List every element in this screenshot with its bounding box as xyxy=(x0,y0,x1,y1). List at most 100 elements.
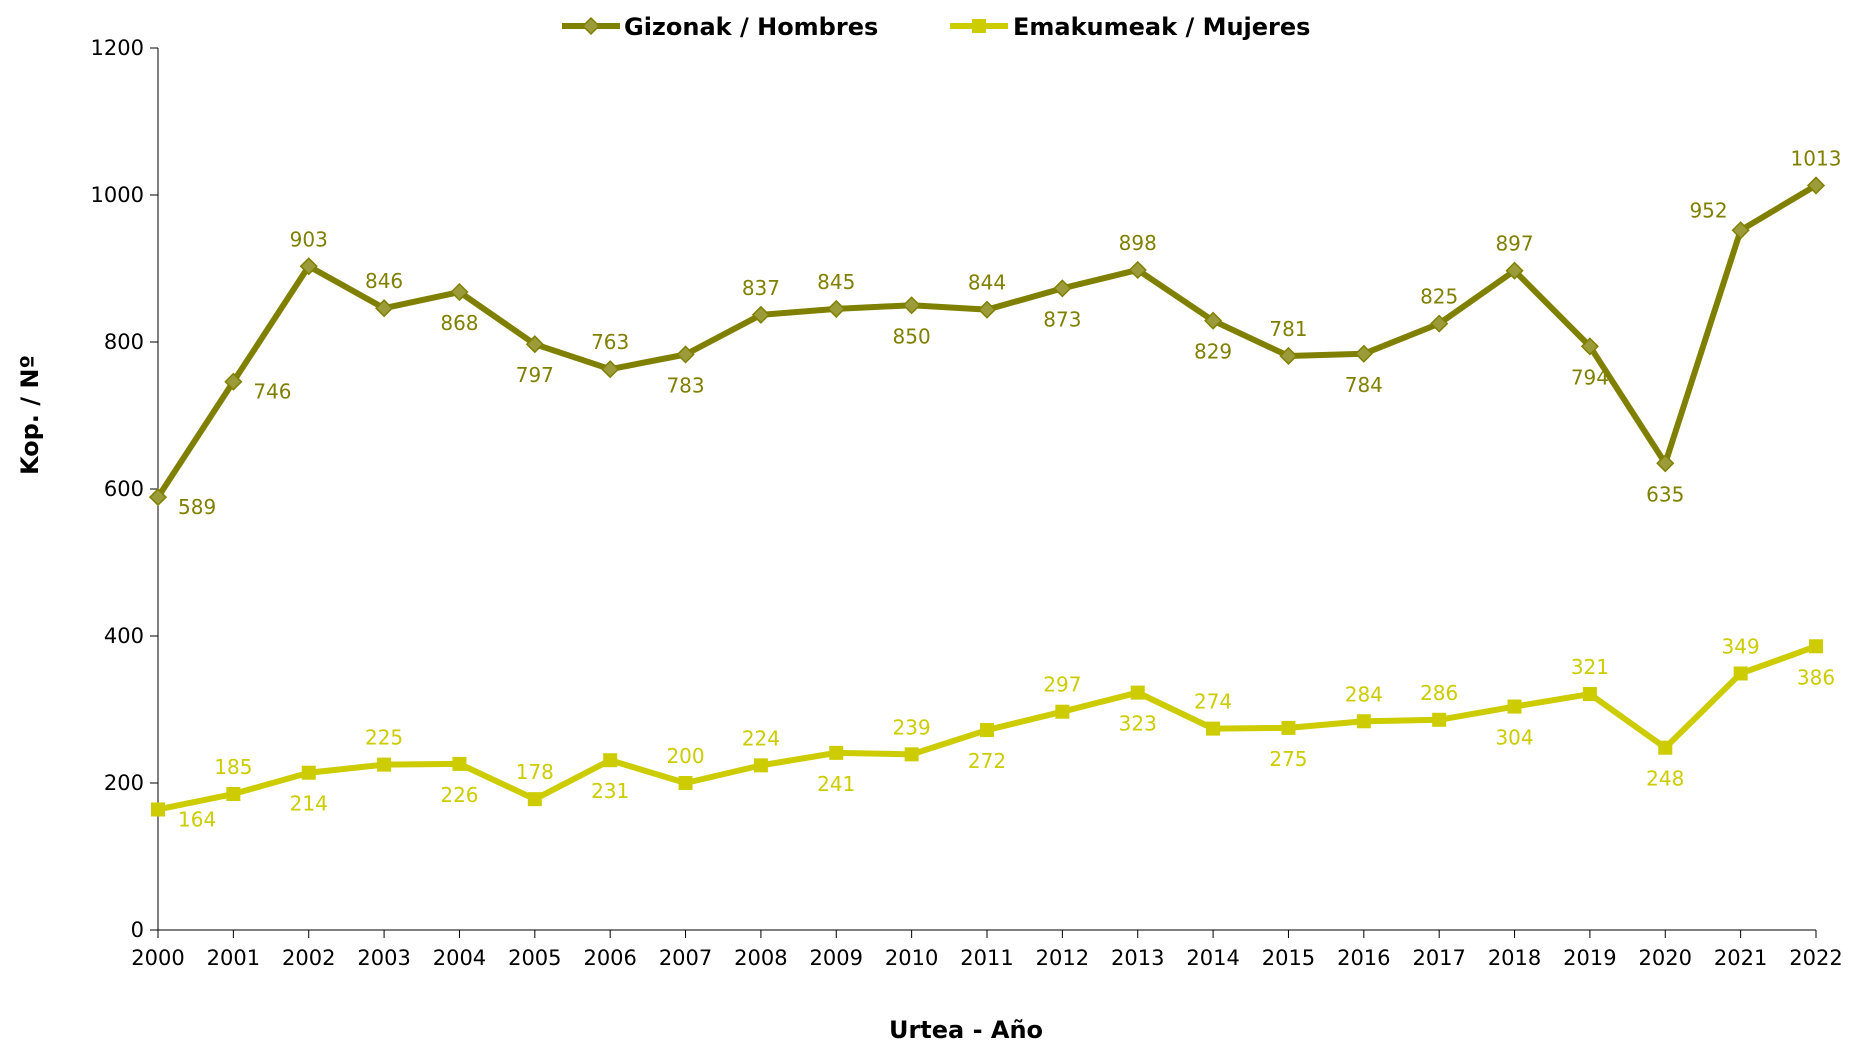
data-point xyxy=(980,723,994,738)
data-point xyxy=(1507,699,1522,714)
data-point xyxy=(753,758,768,773)
x-tick-label: 2010 xyxy=(885,946,938,970)
data-label: 284 xyxy=(1345,682,1383,706)
x-tick-label: 2014 xyxy=(1186,946,1239,970)
data-label: 845 xyxy=(817,270,855,294)
data-label: 349 xyxy=(1722,634,1760,658)
data-point xyxy=(450,282,469,302)
data-label: 214 xyxy=(290,792,328,816)
x-tick-label: 2021 xyxy=(1714,946,1767,970)
data-label: 323 xyxy=(1119,712,1157,736)
data-point xyxy=(1356,714,1371,729)
x-tick-label: 2020 xyxy=(1639,946,1692,970)
data-point xyxy=(827,299,846,318)
data-point xyxy=(1733,666,1748,681)
data-labels: 589 746 903 846 868 797 763 783 837 845 850 844 873 8… xyxy=(178,146,1841,831)
data-point xyxy=(977,300,997,319)
data-label: 589 xyxy=(178,495,216,519)
legend-marker xyxy=(581,16,601,36)
data-label: 224 xyxy=(742,726,780,750)
x-tick-label: 2015 xyxy=(1262,946,1315,970)
data-label: 794 xyxy=(1571,365,1609,389)
data-point xyxy=(1656,454,1675,473)
x-tick-label: 2004 xyxy=(433,946,486,970)
x-tick-label: 2022 xyxy=(1789,946,1842,970)
data-point xyxy=(1582,687,1597,702)
data-label: 185 xyxy=(214,755,252,779)
data-label: 225 xyxy=(365,726,403,750)
x-tick-label: 2008 xyxy=(734,946,787,970)
data-point xyxy=(1809,639,1823,654)
data-point xyxy=(1281,720,1296,735)
data-point xyxy=(224,372,243,391)
data-label: 898 xyxy=(1119,231,1157,255)
data-point xyxy=(226,787,241,802)
data-label: 239 xyxy=(893,715,931,739)
data-point xyxy=(148,488,168,507)
data-label: 868 xyxy=(440,311,478,335)
data-label: 226 xyxy=(440,783,478,807)
x-tick-label: 2019 xyxy=(1563,946,1616,970)
data-point xyxy=(751,305,770,324)
data-label: 321 xyxy=(1571,655,1609,679)
data-label: 763 xyxy=(591,330,629,354)
data-point xyxy=(1430,314,1449,333)
legend-label-1: Gizonak / Hombres xyxy=(624,13,878,41)
data-point xyxy=(1128,260,1147,280)
data-point xyxy=(678,776,693,790)
x-tick-label: 2016 xyxy=(1337,946,1390,970)
y-axis-title: Kop. / Nº xyxy=(16,355,44,475)
series-markers xyxy=(148,176,1826,817)
data-point xyxy=(527,792,542,807)
y-tick-label: 400 xyxy=(104,624,144,648)
data-label: 784 xyxy=(1345,373,1383,397)
y-tick-label: 800 xyxy=(104,330,144,354)
data-label: 825 xyxy=(1420,285,1458,309)
x-tick-label: 2012 xyxy=(1036,946,1089,970)
data-label: 846 xyxy=(365,269,403,293)
data-label: 1013 xyxy=(1791,146,1842,170)
data-label: 873 xyxy=(1043,307,1081,331)
data-label: 297 xyxy=(1043,673,1081,697)
data-point xyxy=(151,802,165,817)
data-point xyxy=(1731,221,1750,240)
x-tick-label: 2009 xyxy=(810,946,863,970)
data-label: 231 xyxy=(591,779,629,803)
y-tick-label: 600 xyxy=(104,477,144,501)
x-tick-label: 2001 xyxy=(207,946,260,970)
series-line-1 xyxy=(155,182,1819,501)
data-point xyxy=(601,360,620,379)
x-tick-label: 2011 xyxy=(960,946,1013,970)
data-label: 274 xyxy=(1194,690,1232,714)
data-label: 386 xyxy=(1797,665,1835,689)
data-point xyxy=(452,756,467,771)
data-point xyxy=(525,335,544,354)
data-label: 272 xyxy=(968,749,1006,773)
data-label: 837 xyxy=(742,276,780,300)
x-tick-label: 2006 xyxy=(583,946,636,970)
x-tick-label: 2007 xyxy=(659,946,712,970)
x-tick-label: 2002 xyxy=(282,946,335,970)
data-point xyxy=(1055,704,1070,719)
data-label: 286 xyxy=(1420,681,1458,705)
data-point xyxy=(1354,344,1373,363)
data-point xyxy=(1130,685,1145,700)
legend: Gizonak / Hombres Emakumeak / Mujeres xyxy=(562,13,1310,41)
y-tick-label: 0 xyxy=(131,918,144,942)
data-point xyxy=(375,299,394,318)
data-label: 829 xyxy=(1194,340,1232,364)
data-label: 844 xyxy=(968,271,1006,295)
data-label: 304 xyxy=(1495,726,1533,750)
data-point xyxy=(676,345,695,364)
x-tick-label: 2013 xyxy=(1111,946,1164,970)
data-point xyxy=(1432,712,1447,727)
data-label: 164 xyxy=(178,807,216,831)
data-label: 781 xyxy=(1269,317,1307,341)
x-tick-label: 2000 xyxy=(131,946,184,970)
data-label: 248 xyxy=(1646,767,1684,791)
data-label: 783 xyxy=(666,373,704,397)
data-point xyxy=(1279,346,1298,366)
data-label: 897 xyxy=(1495,232,1533,256)
data-point xyxy=(603,753,618,768)
